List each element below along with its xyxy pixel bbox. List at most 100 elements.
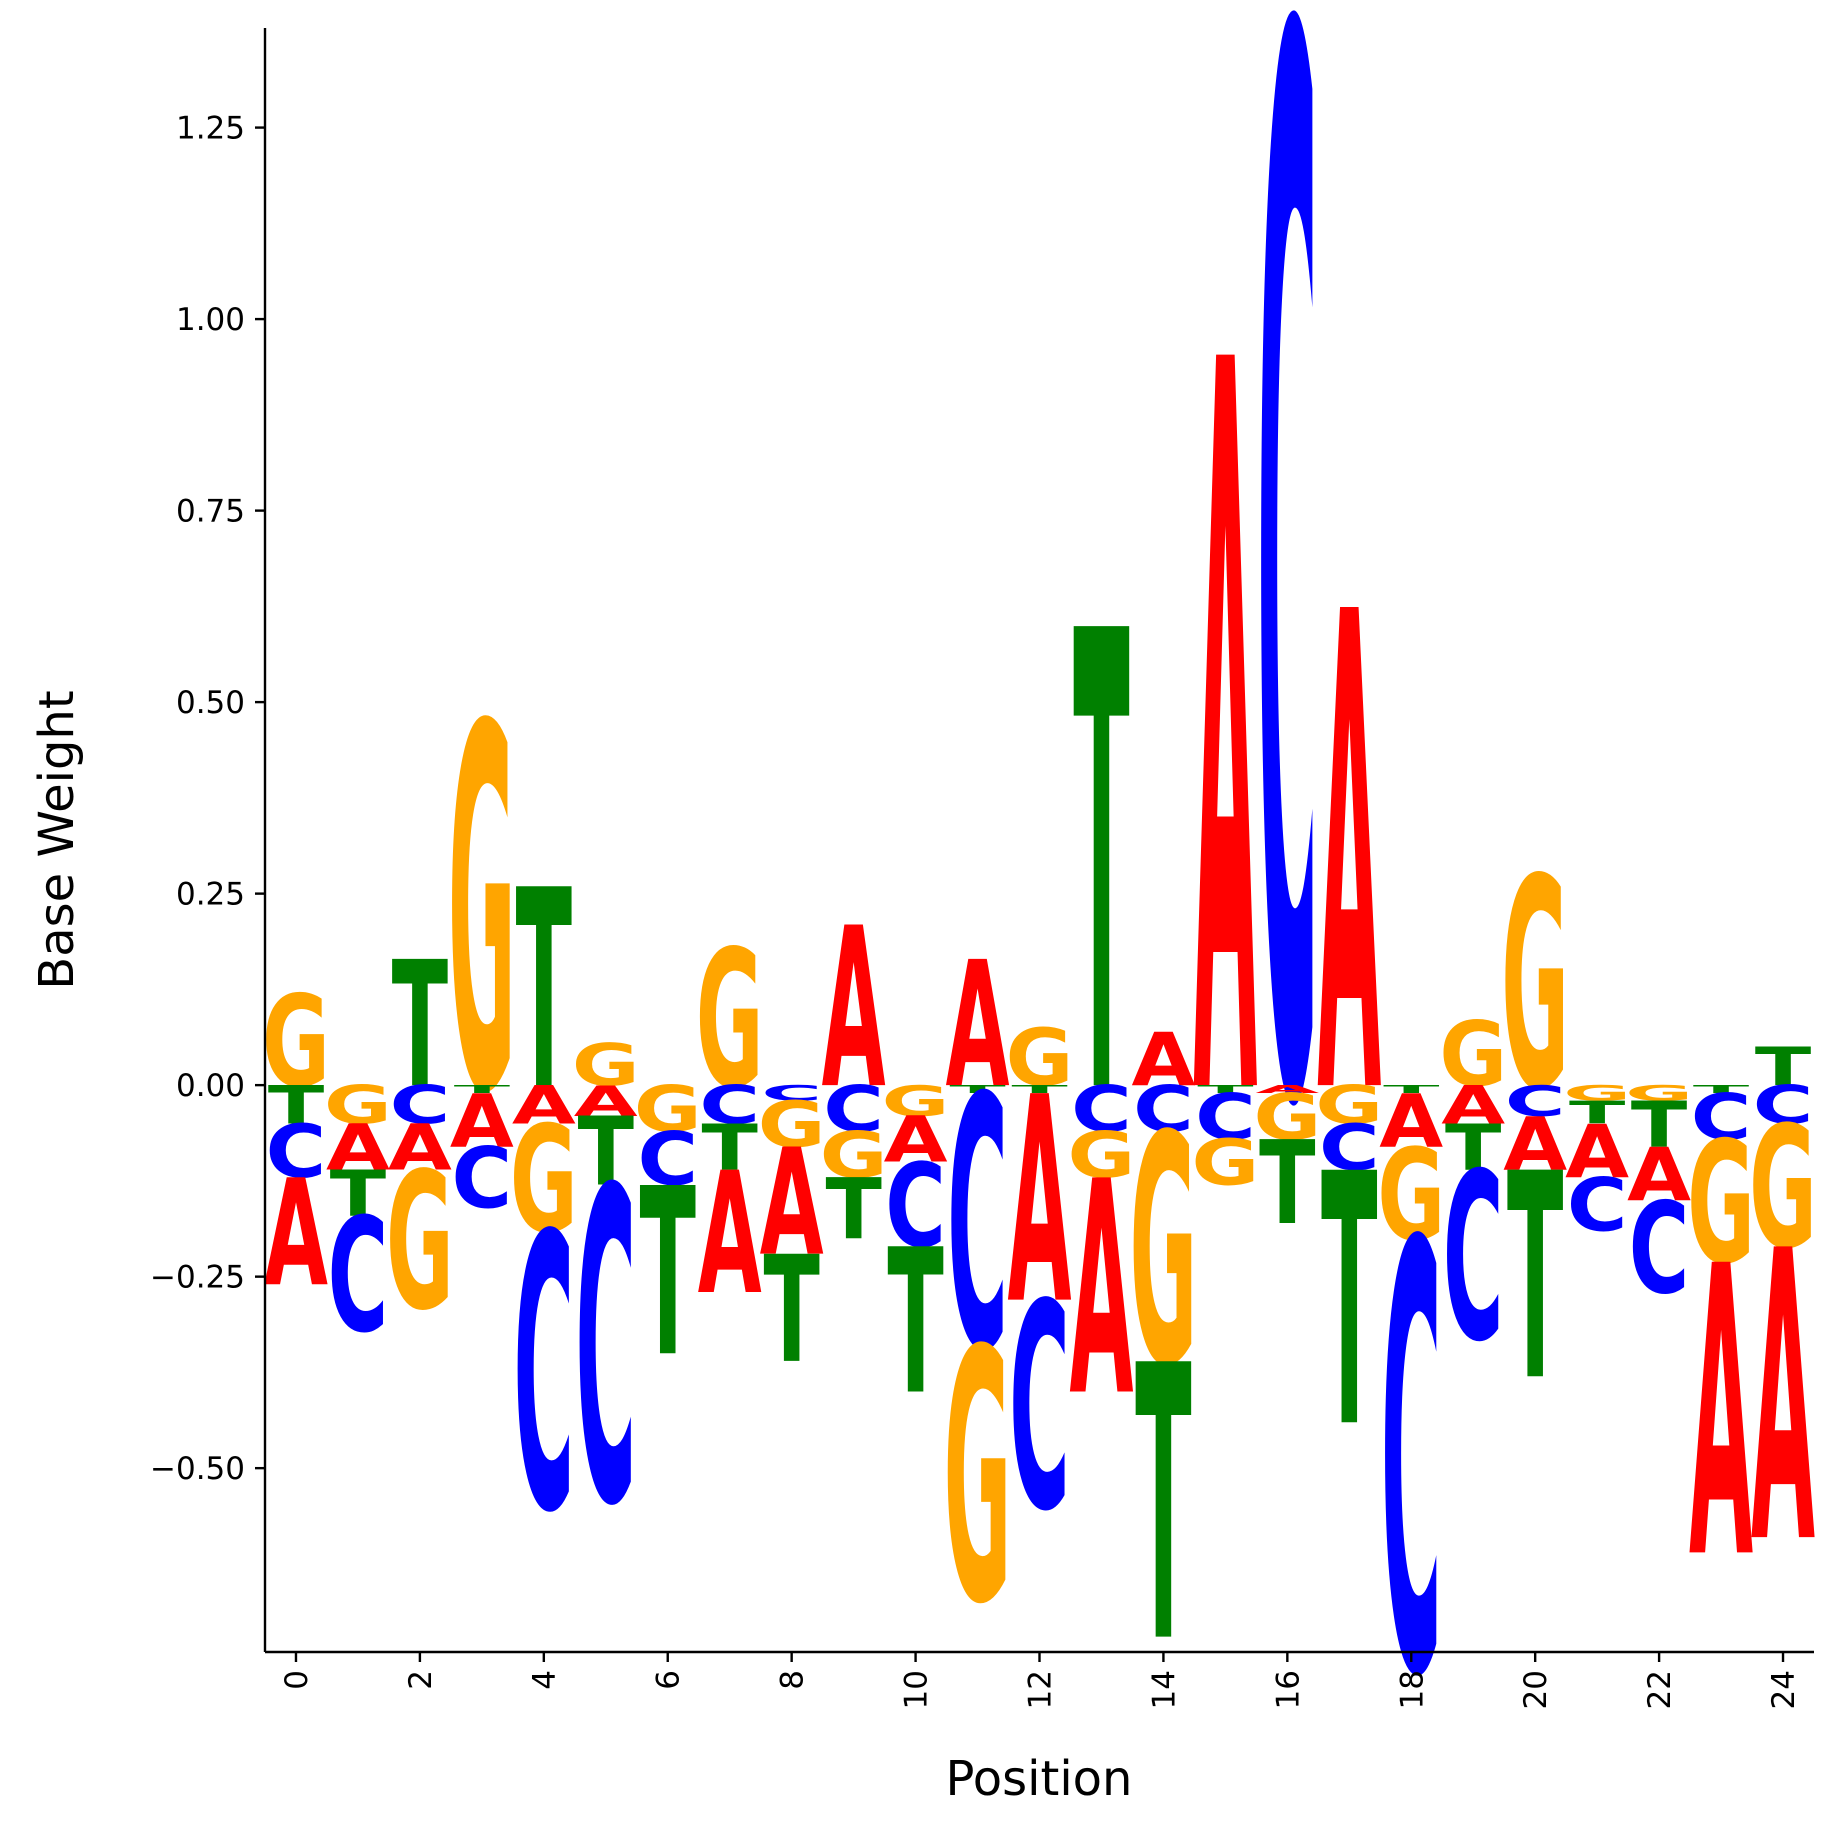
- x-tick-label: 8: [775, 1670, 811, 1690]
- logo-letter-t: T: [1197, 1083, 1253, 1095]
- logo-letter-c: C: [637, 1117, 698, 1203]
- logo-letter-t: T: [1383, 1083, 1439, 1095]
- logo-letter-g: G: [1006, 1013, 1074, 1105]
- logo-letter-c: C: [1319, 1112, 1380, 1185]
- logo-letter-t: T: [516, 832, 572, 1150]
- x-tick-label: 0: [279, 1670, 315, 1690]
- logo-letter-c: C: [452, 1130, 513, 1228]
- x-tick-label: 14: [1146, 1670, 1182, 1709]
- logo-letter-c: C: [823, 1074, 884, 1147]
- x-tick-label: 16: [1270, 1670, 1306, 1709]
- logo-letter-t: T: [887, 1206, 943, 1439]
- y-tick-label: −0.50: [150, 1451, 245, 1487]
- logo-letter-c: C: [266, 1109, 327, 1195]
- logo-letter-c: C: [1257, 0, 1318, 1427]
- logo-letter-g: G: [386, 1134, 454, 1353]
- logo-letter-c: C: [514, 1157, 575, 1596]
- logo-letter-a: A: [1379, 1079, 1443, 1165]
- logo-letter-c: C: [1629, 1176, 1690, 1323]
- logo-letter-g: G: [1191, 1127, 1259, 1200]
- y-tick-label: 0.00: [176, 1068, 245, 1104]
- logo-letter-a: A: [760, 1118, 824, 1289]
- logo-letter-c: C: [1071, 1074, 1132, 1147]
- logo-letter-a: A: [1317, 478, 1382, 1241]
- logo-letter-g: G: [1625, 1081, 1693, 1105]
- logo-letter-a: A: [1441, 1076, 1505, 1137]
- logo-letter-a: A: [1503, 1102, 1567, 1188]
- logo-letter-t: T: [949, 1083, 1005, 1095]
- logo-letter-c: C: [1567, 1163, 1628, 1249]
- logo-letter-g: G: [1315, 1076, 1383, 1137]
- logo-letter-t: T: [702, 1112, 758, 1185]
- logo-letter-g: G: [510, 1095, 578, 1266]
- logo-letter-t: T: [1011, 1083, 1067, 1095]
- y-axis-label: Base Weight: [29, 690, 85, 989]
- glyph-layer: GTCAGATCTCAGGTACTAGCGATCGCTGCTACGATACGTG…: [262, 0, 1817, 1806]
- logo-letter-a: A: [264, 1149, 328, 1320]
- logo-letter-a: A: [1751, 1167, 1816, 1631]
- logo-letter-c: C: [761, 1081, 822, 1105]
- logo-letter-t: T: [763, 1225, 819, 1396]
- logo-letter-g: G: [572, 1032, 640, 1099]
- logo-letter-a: A: [884, 1104, 948, 1177]
- logo-letter-t: T: [1259, 1116, 1315, 1251]
- x-tick-label: 12: [1023, 1670, 1059, 1709]
- logo-letter-a: A: [326, 1112, 390, 1185]
- logo-letter-a: A: [450, 1079, 514, 1165]
- logo-letter-a: A: [388, 1112, 452, 1185]
- logo-letter-c: C: [1505, 1077, 1566, 1126]
- x-tick-label: 10: [899, 1670, 935, 1709]
- logo-letter-t: T: [454, 1083, 510, 1095]
- logo-letter-g: G: [262, 969, 330, 1116]
- logo-letter-t: T: [1569, 1094, 1626, 1131]
- logo-letter-t: T: [1445, 1112, 1501, 1185]
- logo-letter-t: T: [268, 1076, 324, 1137]
- y-ticks: −0.50 −0.25 0.00 0.25 0.50 0.75 1.00 1.25: [150, 111, 265, 1487]
- logo-letter-a: A: [1193, 155, 1258, 1322]
- logo-letter-g: G: [820, 1120, 888, 1193]
- logo-letter-a: A: [1255, 1083, 1320, 1095]
- y-tick-label: 1.25: [176, 111, 245, 147]
- logo-letter-a: A: [1131, 1017, 1195, 1103]
- logo-letter-g: G: [944, 1278, 1012, 1681]
- logo-letter-g: G: [324, 1076, 392, 1137]
- logo-letter-c: C: [328, 1184, 389, 1368]
- logo-letter-c: C: [1691, 1081, 1752, 1154]
- x-ticks: 0 2 4 6 8 10 12 14 16 18 20 22 24: [279, 1652, 1802, 1709]
- y-tick-label: 0.50: [176, 685, 245, 721]
- logo-letter-a: A: [574, 1077, 638, 1126]
- logo-letter-a: A: [698, 1137, 762, 1332]
- logo-letter-t: T: [330, 1158, 386, 1231]
- y-tick-label: 0.75: [176, 494, 245, 530]
- x-tick-label: 6: [651, 1670, 687, 1690]
- logo-letter-g: G: [1563, 1081, 1631, 1105]
- logo-letter-t: T: [1321, 1102, 1377, 1505]
- logo-letter-t: T: [1693, 1083, 1749, 1095]
- logo-letter-g: G: [1130, 1070, 1198, 1437]
- logo-letter-g: G: [1068, 1120, 1136, 1193]
- x-tick-label: 20: [1518, 1670, 1554, 1709]
- x-axis-label: Position: [946, 1751, 1133, 1807]
- logo-letter-g: G: [1253, 1081, 1321, 1154]
- x-tick-label: 18: [1394, 1670, 1430, 1709]
- logo-letter-c: C: [1009, 1244, 1070, 1574]
- logo-letter-a: A: [512, 1076, 576, 1137]
- logo-letter-t: T: [1755, 1037, 1811, 1098]
- logo-letter-a: A: [1689, 1183, 1754, 1647]
- logo-letter-g: G: [1687, 1107, 1755, 1302]
- y-tick-label: 1.00: [176, 302, 245, 338]
- logo-letter-c: C: [947, 1025, 1008, 1428]
- logo-letter-a: A: [1008, 1038, 1072, 1368]
- logo-letter-c: C: [1753, 1076, 1814, 1137]
- logo-letter-g: G: [1501, 819, 1569, 1155]
- logo-letter-c: C: [885, 1139, 946, 1274]
- logo-letter-a: A: [1069, 1119, 1133, 1461]
- y-tick-label: 0.25: [176, 877, 245, 913]
- logo-letter-c: C: [1443, 1124, 1504, 1393]
- x-tick-label: 22: [1642, 1670, 1678, 1709]
- logo-letter-t: T: [1073, 500, 1130, 1233]
- x-tick-label: 4: [527, 1670, 563, 1690]
- logo-letter-c: C: [699, 1076, 760, 1137]
- x-tick-label: 24: [1766, 1670, 1802, 1709]
